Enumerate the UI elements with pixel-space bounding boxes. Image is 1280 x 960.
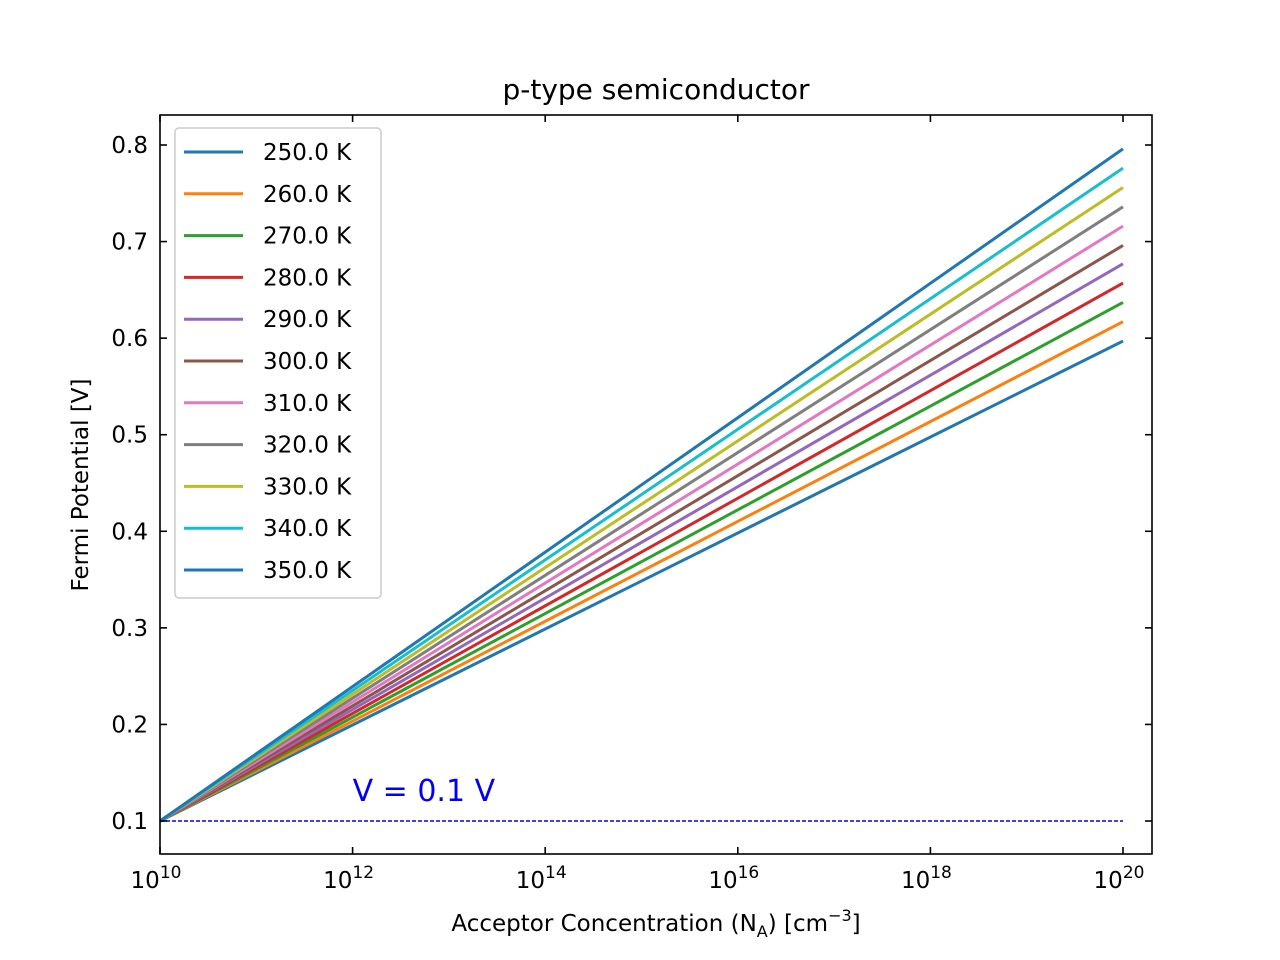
y-tick-label: 0.6 xyxy=(111,326,148,352)
series-line-2700k xyxy=(159,301,1124,823)
x-tick-label: 1012 xyxy=(323,863,374,894)
legend-label: 350.0 K xyxy=(263,558,352,584)
y-tick-label: 0.2 xyxy=(111,712,148,738)
y-tick-label: 0.5 xyxy=(111,423,148,449)
y-axis-label: Fermi Potential [V] xyxy=(68,378,94,591)
annotation-label: V = 0.1 V xyxy=(353,774,496,809)
series-line-2600k xyxy=(159,320,1124,823)
x-axis-label-mid: ) [cm xyxy=(768,911,828,937)
legend: 250.0 K 260.0 K 270.0 K 280.0 K 290.0 K 300.0… xyxy=(174,127,382,599)
series-line-3000k xyxy=(159,244,1124,823)
y-tick-label: 0.1 xyxy=(111,809,148,835)
legend-label: 320.0 K xyxy=(263,433,352,459)
x-axis-label-suffix: ] xyxy=(852,911,861,937)
chart-title: p-type semiconductor xyxy=(502,73,809,106)
series-layer: V = 0.1 V xyxy=(159,147,1124,823)
legend-label: 310.0 K xyxy=(263,391,352,417)
y-tick-label: 0.7 xyxy=(111,230,148,256)
series-line-3100k xyxy=(159,224,1124,823)
legend-label: 270.0 K xyxy=(263,224,352,250)
legend-label: 330.0 K xyxy=(263,474,352,500)
x-tick-label: 1010 xyxy=(131,863,182,894)
y-tick-label: 0.8 xyxy=(111,133,148,159)
legend-label: 250.0 K xyxy=(263,140,352,166)
series-line-3500k xyxy=(159,147,1124,823)
legend-label: 300.0 K xyxy=(263,349,352,375)
y-tick-label: 0.4 xyxy=(111,519,148,545)
x-tick-label: 1014 xyxy=(516,863,567,894)
series-line-3300k xyxy=(159,186,1124,823)
legend-label: 280.0 K xyxy=(263,265,352,291)
legend-label: 260.0 K xyxy=(263,182,352,208)
series-line-3400k xyxy=(159,166,1124,823)
legend-box xyxy=(174,127,382,599)
x-tick-label: 1016 xyxy=(708,863,759,894)
x-axis-label-sub: A xyxy=(757,922,768,941)
plot-frame xyxy=(159,114,1153,855)
legend-label: 290.0 K xyxy=(263,307,352,333)
series-line-2900k xyxy=(159,262,1124,823)
x-axis-label-prefix: Acceptor Concentration (N xyxy=(451,911,756,937)
ticks-layer: 1010 1012 1014 1016 1018 1020 0.1 0.2 0.3 0.4 0.5 0… xyxy=(111,115,1152,894)
x-tick-label: 1020 xyxy=(1094,863,1145,894)
x-axis-label-sup: −3 xyxy=(828,906,852,925)
series-line-2500k xyxy=(159,339,1124,823)
y-tick-label: 0.3 xyxy=(111,616,148,642)
x-tick-label: 1018 xyxy=(901,863,952,894)
series-line-2800k xyxy=(159,281,1124,823)
series-line-3200k xyxy=(159,205,1124,823)
legend-label: 340.0 K xyxy=(263,516,352,542)
x-axis-label: Acceptor Concentration (NA) [cm−3] xyxy=(451,906,860,941)
